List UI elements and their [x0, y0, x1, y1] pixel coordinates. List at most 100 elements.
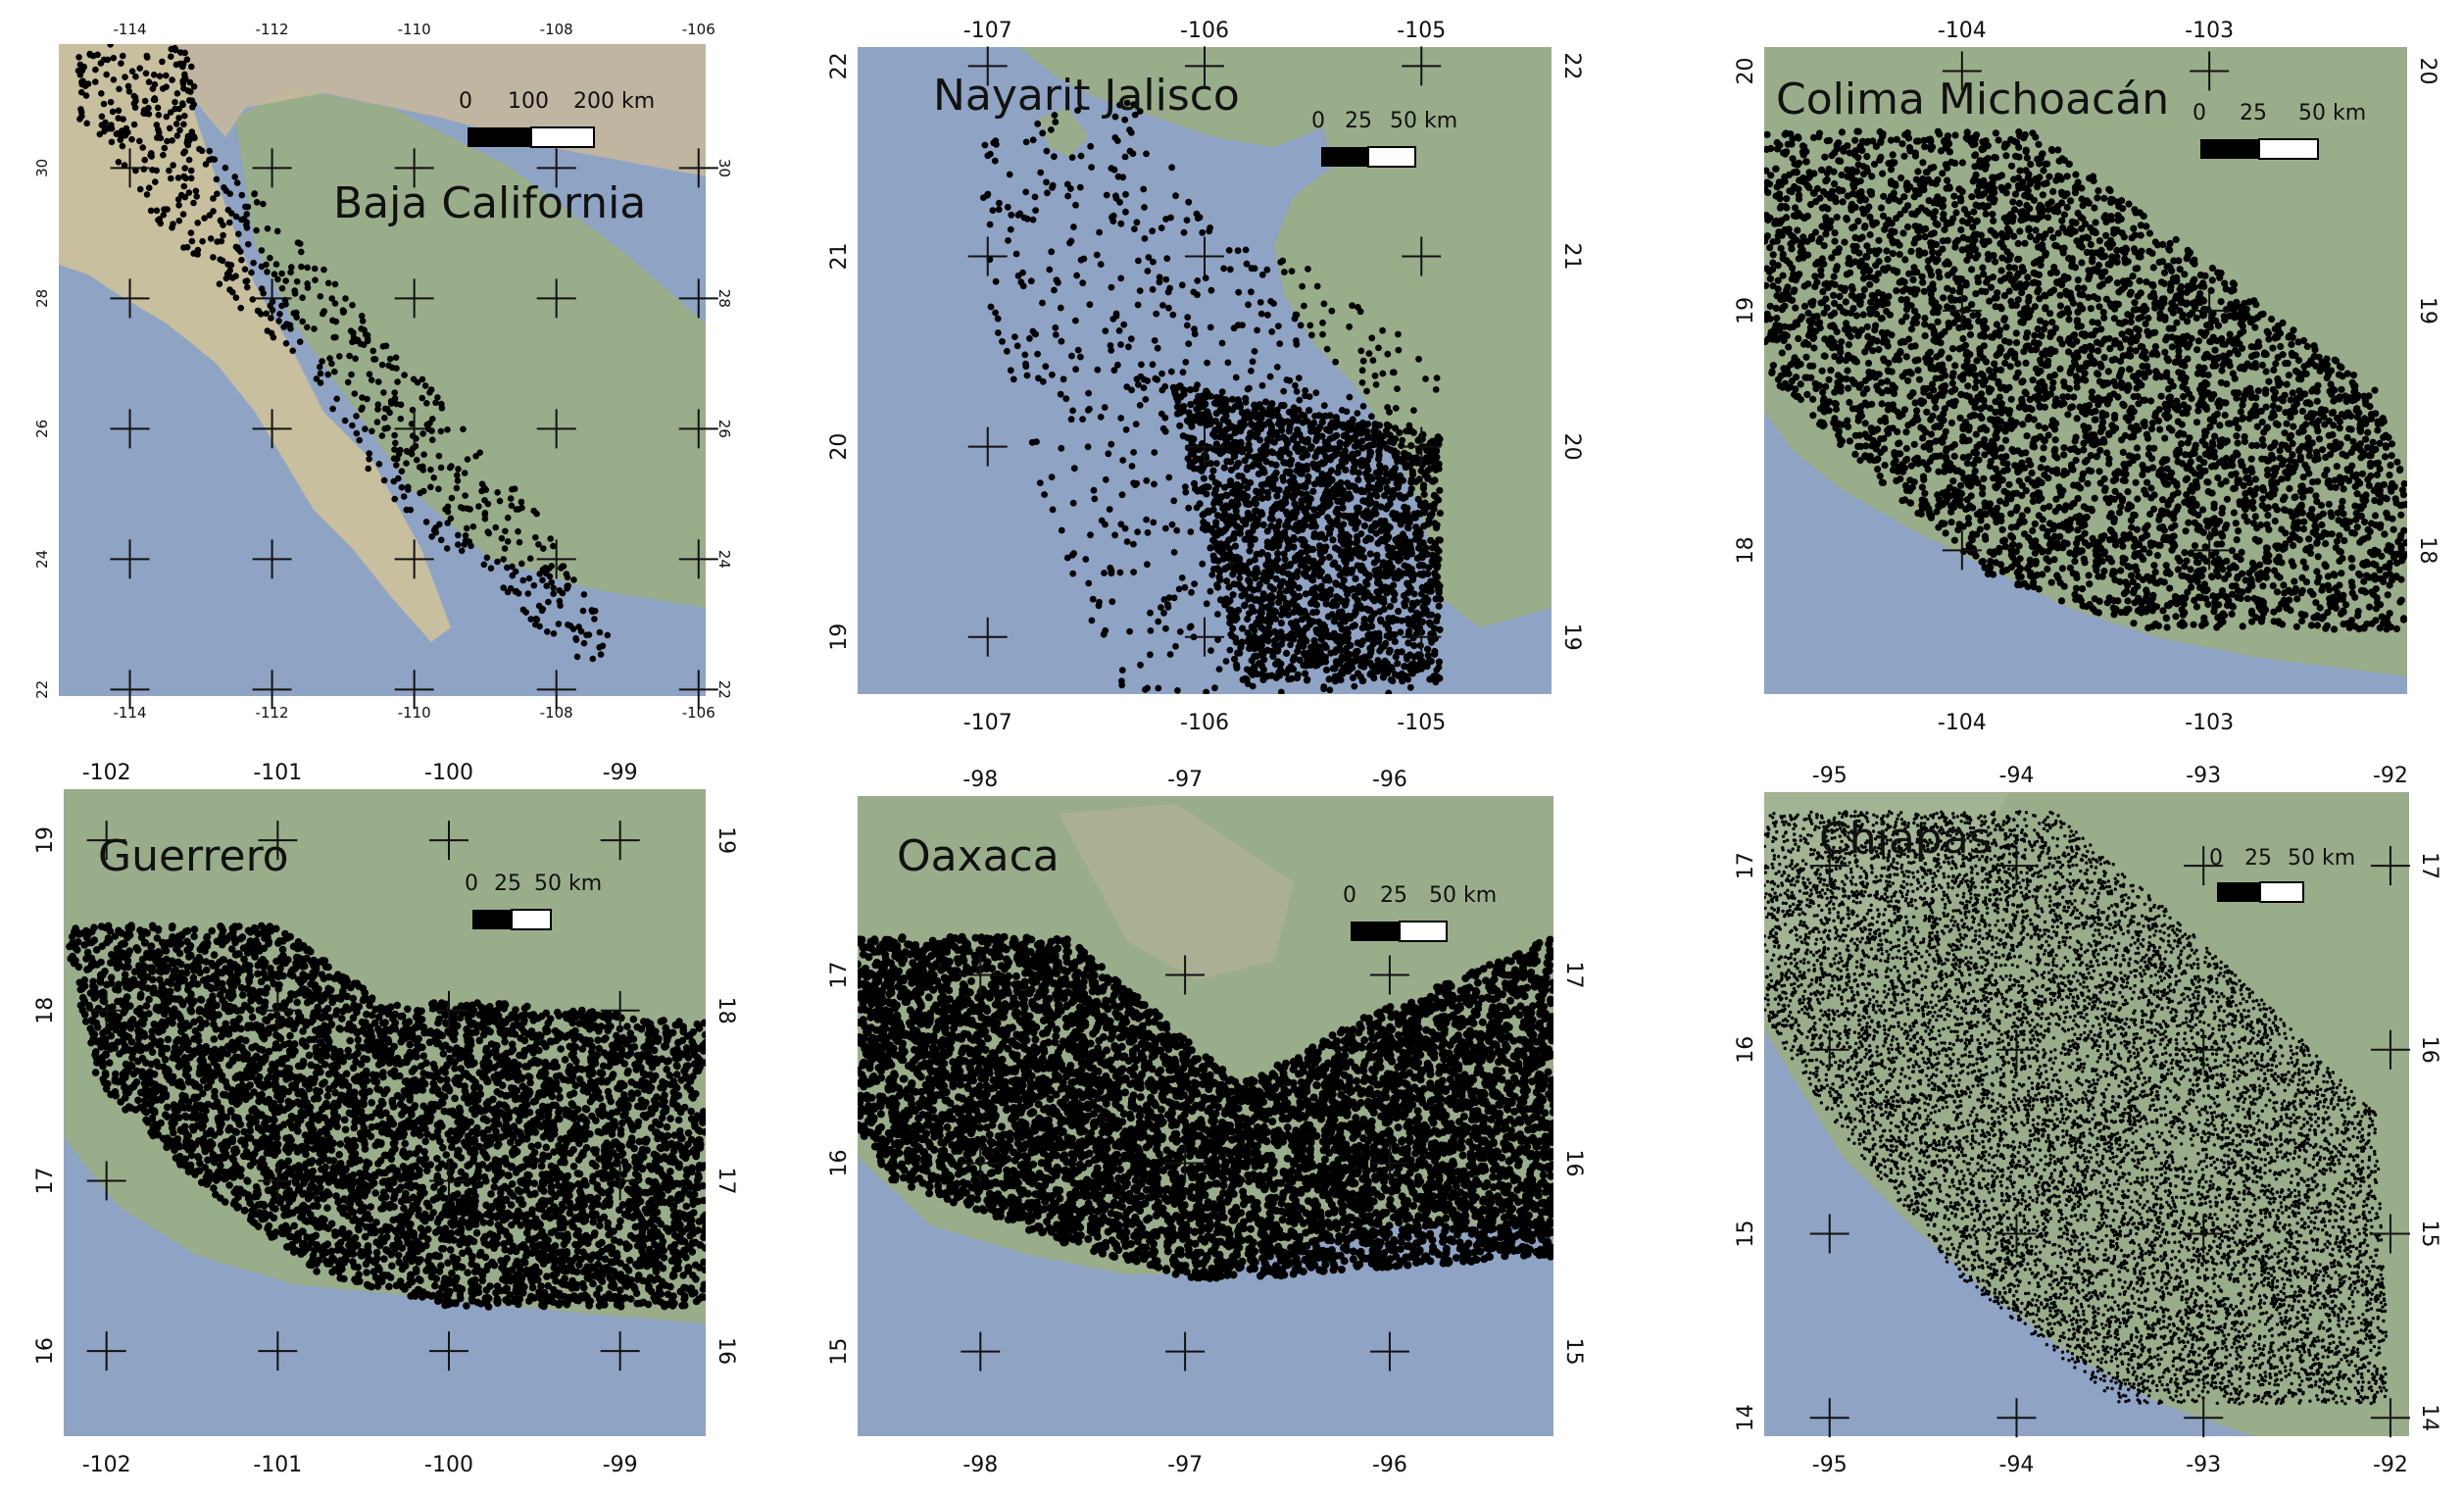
basemap-nayarit [858, 47, 1552, 694]
data-point [1355, 670, 1362, 677]
data-point [1334, 505, 1342, 513]
data-point [1109, 212, 1117, 220]
data-point [1326, 456, 1334, 464]
data-point [1372, 529, 1380, 537]
data-point [1417, 657, 1425, 665]
data-point [1306, 423, 1314, 430]
data-point [1272, 574, 1280, 583]
data-point [1427, 502, 1435, 511]
data-point [1276, 672, 1284, 679]
data-point [1153, 310, 1160, 318]
data-point [1332, 614, 1340, 622]
data-point [1951, 131, 1959, 139]
data-point [1215, 666, 1223, 673]
data-point [1306, 407, 1313, 415]
data-point [1342, 466, 1350, 474]
data-point [160, 151, 167, 159]
data-point [1203, 688, 1209, 694]
data-point [2027, 161, 2035, 169]
data-point [1367, 526, 1375, 534]
data-point [2299, 525, 2307, 533]
data-point [435, 485, 442, 493]
data-point [375, 461, 383, 468]
data-point [349, 301, 356, 309]
data-point [1407, 606, 1415, 614]
data-point [1930, 386, 1938, 394]
data-point [1185, 340, 1193, 348]
data-point [1267, 569, 1275, 576]
scale-label-1: 100 [508, 89, 549, 114]
data-point [141, 110, 149, 117]
data-point [2063, 203, 2071, 212]
data-point [1331, 665, 1339, 673]
data-point [2070, 393, 2078, 401]
data-point [1219, 514, 1227, 522]
panel-title: Nayarit Jalisco [933, 71, 1240, 121]
data-point [1860, 285, 1868, 293]
data-point [1284, 570, 1292, 577]
data-point [1277, 620, 1285, 627]
data-point [1413, 599, 1421, 607]
data-point [1271, 475, 1279, 483]
data-point [1340, 431, 1348, 440]
data-point [1343, 530, 1351, 539]
data-point [172, 105, 178, 113]
data-point [1410, 407, 1417, 414]
data-point [2121, 431, 2129, 439]
data-point [1801, 374, 1809, 381]
data-point [2080, 555, 2088, 563]
data-point [1256, 597, 1263, 606]
data-point [210, 208, 217, 215]
data-point [331, 300, 339, 307]
data-point [1191, 330, 1199, 338]
data-point [1376, 647, 1384, 655]
data-point [150, 96, 158, 103]
data-point [1320, 685, 1328, 693]
data-point [1966, 323, 1974, 330]
data-point [1122, 190, 1129, 198]
data-point [1280, 550, 1288, 558]
data-point [1126, 627, 1133, 635]
data-point [369, 427, 375, 435]
data-point [2240, 481, 2247, 489]
data-point [1789, 264, 1797, 272]
data-point [198, 147, 206, 155]
data-point [1238, 638, 1246, 646]
data-point [1845, 341, 1852, 349]
data-point [391, 495, 399, 503]
data-point [1183, 417, 1192, 424]
data-point [2140, 212, 2147, 220]
data-point [2392, 624, 2401, 633]
data-point [1249, 462, 1257, 471]
data-point [458, 547, 466, 555]
data-point [1948, 345, 1957, 353]
data-point [1257, 424, 1265, 432]
data-point [1173, 403, 1182, 411]
data-point [193, 193, 200, 200]
data-point [2060, 211, 2068, 219]
data-point [2107, 195, 2115, 203]
data-point [374, 378, 382, 385]
data-point [342, 295, 349, 302]
data-point [370, 347, 377, 355]
data-point [175, 115, 182, 122]
data-point [145, 78, 153, 85]
data-point [525, 574, 533, 582]
data-point [1264, 311, 1271, 319]
data-point [1364, 607, 1373, 615]
data-point [92, 66, 99, 74]
data-point [1407, 485, 1415, 493]
data-point [1006, 171, 1013, 178]
data-point [550, 630, 558, 637]
data-point [1233, 553, 1241, 561]
data-point [1863, 153, 1871, 161]
data-point [1283, 376, 1291, 383]
data-point [1133, 479, 1141, 487]
data-point [1273, 364, 1281, 371]
data-point [2139, 471, 2146, 478]
data-point [1290, 596, 1298, 605]
data-point [131, 94, 139, 101]
data-point [1049, 506, 1057, 514]
data-point [1255, 470, 1262, 477]
data-point [1844, 367, 1851, 374]
